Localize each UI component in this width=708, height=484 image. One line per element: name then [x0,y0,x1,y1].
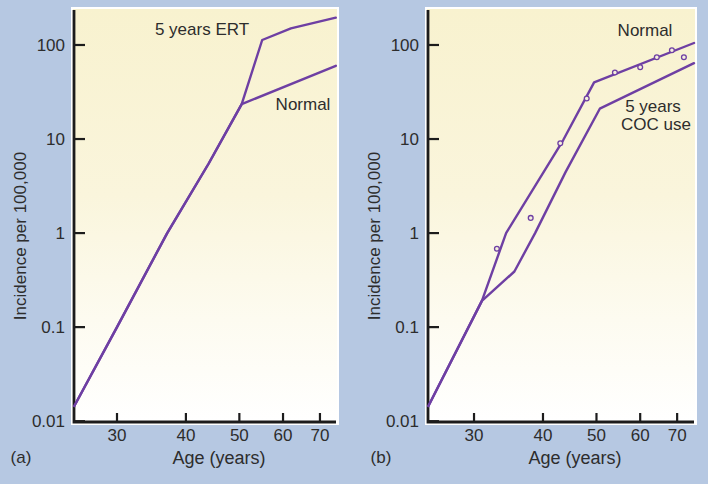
charts-svg: 30 40 50 60 70 100 10 1 0.1 0.01 30 40 50 60 70 100 10 1… [0,0,708,484]
chart-panel-a: 30 40 50 60 70 100 10 1 0.1 0.01 [32,7,339,445]
data-point [613,70,618,75]
data-point [654,55,659,60]
data-point [495,246,500,251]
y-tick-label: 0.01 [32,412,65,431]
y-tick-label: 1 [410,224,419,243]
y-tick-label: 1 [56,224,65,243]
plot-area [73,9,337,423]
series-label-ert: 5 years ERT [155,21,249,38]
y-axis-title-b: Incidence per 100,000 [366,152,383,320]
y-axis-title-a: Incidence per 100,000 [12,152,29,320]
x-tick-label: 30 [465,426,484,445]
y-tick-label: 10 [46,130,65,149]
x-tick-label: 30 [108,426,127,445]
x-axis-title-a: Age (years) [172,449,265,467]
data-point [638,65,643,70]
x-tick-label: 40 [534,426,553,445]
plot-area [427,9,695,423]
series-label-coc-line2: COC use [621,116,691,133]
series-label-normal-a: Normal [276,96,331,113]
panel-letter-b: (b) [371,449,392,466]
incidence-vs-age-figure: 30 40 50 60 70 100 10 1 0.1 0.01 30 40 50 60 70 100 10 1… [0,0,708,484]
x-tick-label: 50 [587,426,606,445]
x-axis-title-b: Age (years) [528,449,621,467]
x-tick-label: 60 [631,426,650,445]
x-tick-label: 40 [176,426,195,445]
chart-panel-b: 30 40 50 60 70 100 10 1 0.1 0.01 [386,7,697,445]
data-point [584,96,589,101]
y-tick-label: 0.01 [386,412,419,431]
y-tick-label: 0.1 [41,318,65,337]
x-tick-label: 70 [310,426,329,445]
series-label-normal-b: Normal [618,22,673,39]
panel-letter-a: (a) [11,449,32,466]
x-tick-label: 70 [668,426,687,445]
y-tick-label: 10 [400,130,419,149]
y-tick-label: 0.1 [395,318,419,337]
y-tick-label: 100 [391,36,419,55]
data-point [682,55,687,60]
x-tick-label: 50 [230,426,249,445]
data-point [528,216,533,221]
data-point [558,141,563,146]
series-label-coc-line1: 5 years [625,98,681,115]
y-tick-label: 100 [37,36,65,55]
data-point [670,48,675,53]
x-tick-label: 60 [274,426,293,445]
